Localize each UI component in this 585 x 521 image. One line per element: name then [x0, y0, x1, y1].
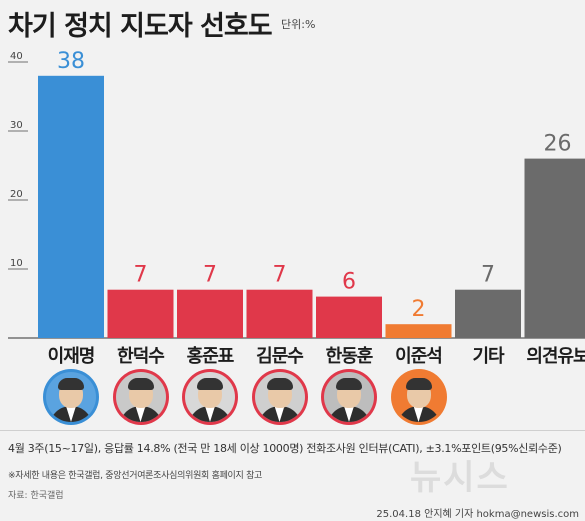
divider — [0, 430, 585, 431]
category-label: 홍준표 — [187, 345, 234, 367]
bar-value-label: 38 — [57, 49, 85, 74]
reference-note: ※자세한 내용은 한국갤럽, 중앙선거여론조사심의위원회 홈페이지 참고 — [8, 471, 263, 481]
credit-line: 25.04.18 안지혜 기자 hokma@newsis.com — [376, 509, 579, 520]
bar-chart: 10 20 30 40 38 이재명 7 한덕수 7 홍준표 7 김문수 6 한동훈 2 이준석 7 기타 26 의견… — [8, 49, 585, 367]
bar-value-label: 7 — [203, 263, 217, 288]
unit-label: 단위:% — [281, 18, 316, 31]
source-label: 자료: 한국갤럽 — [8, 491, 64, 501]
y-tick-label: 20 — [10, 189, 23, 200]
category-label: 기타 — [472, 346, 505, 367]
category-label: 한동훈 — [326, 345, 373, 367]
bar — [385, 324, 452, 338]
bar — [524, 158, 585, 338]
category-label: 의견유보 — [526, 346, 585, 367]
bar-value-label: 26 — [544, 132, 572, 157]
bar — [38, 75, 104, 339]
survey-footnote: 4월 3주(15~17일), 응답률 14.8% (전국 만 18세 이상 10… — [8, 442, 562, 455]
bar — [455, 289, 521, 338]
bar — [316, 296, 382, 338]
candidate-photo — [393, 372, 444, 422]
candidate-photo — [254, 372, 305, 422]
candidate-photo — [324, 372, 374, 422]
bar-value-label: 7 — [481, 263, 495, 288]
bar — [107, 289, 174, 338]
category-label: 이준석 — [395, 346, 442, 367]
candidate-photo — [185, 372, 235, 422]
category-label: 한덕수 — [117, 346, 164, 367]
chart-title: 차기 정치 지도자 선호도 — [8, 11, 273, 42]
watermark-logo: 뉴시스 — [410, 458, 510, 498]
bar-value-label: 7 — [273, 263, 287, 288]
bar-value-label: 7 — [134, 263, 148, 288]
bar — [246, 289, 313, 338]
candidate-photo — [46, 372, 96, 422]
y-tick-label: 10 — [10, 258, 23, 269]
y-tick-label: 30 — [10, 120, 23, 131]
candidate-photo — [115, 372, 166, 422]
category-label: 김문수 — [256, 346, 303, 367]
bar-value-label: 2 — [412, 297, 426, 322]
y-tick-label: 40 — [10, 51, 23, 62]
category-label: 이재명 — [48, 346, 95, 367]
bar-value-label: 6 — [342, 270, 356, 295]
bar — [177, 289, 243, 338]
